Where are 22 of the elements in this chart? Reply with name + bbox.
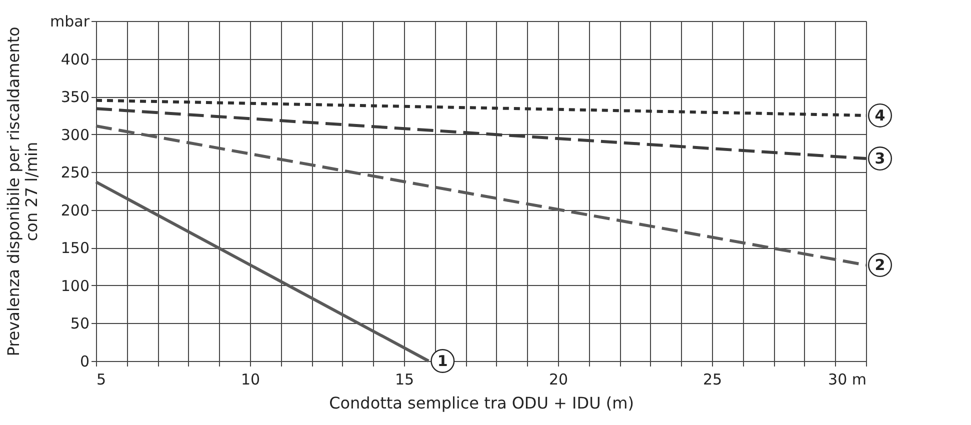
y-tick-label: mbar — [50, 12, 90, 30]
y-tick-label: 200 — [60, 201, 90, 220]
x-tick-label: 20 — [548, 370, 568, 388]
y-tick-label: 350 — [60, 88, 90, 106]
y-tick-label: 150 — [60, 239, 90, 258]
y-tick-label: 300 — [60, 126, 90, 144]
y-tick-label: 50 — [70, 314, 90, 333]
x-tick-label: 5 — [96, 370, 106, 388]
x-axis-title: Condotta semplice tra ODU + IDU (m) — [329, 394, 634, 412]
y-tick-label: 0 — [80, 352, 90, 370]
x-tick-label: 15 — [394, 370, 414, 388]
y-axis-title: Prevalenza disponibile per riscaldamento con 27 l/min — [4, 26, 42, 356]
x-tick-label: 25 — [702, 370, 722, 388]
series-label: 2 — [874, 256, 886, 274]
x-tick-label: 30 m — [828, 370, 866, 388]
y-tick-label: 100 — [60, 276, 90, 295]
series-label: 3 — [874, 150, 886, 168]
y-tick-label: 250 — [60, 164, 90, 182]
x-tick-label: 10 — [240, 370, 260, 388]
y-tick-label: 400 — [60, 50, 90, 68]
series-label: 1 — [437, 352, 448, 370]
series-label: 4 — [874, 106, 886, 124]
